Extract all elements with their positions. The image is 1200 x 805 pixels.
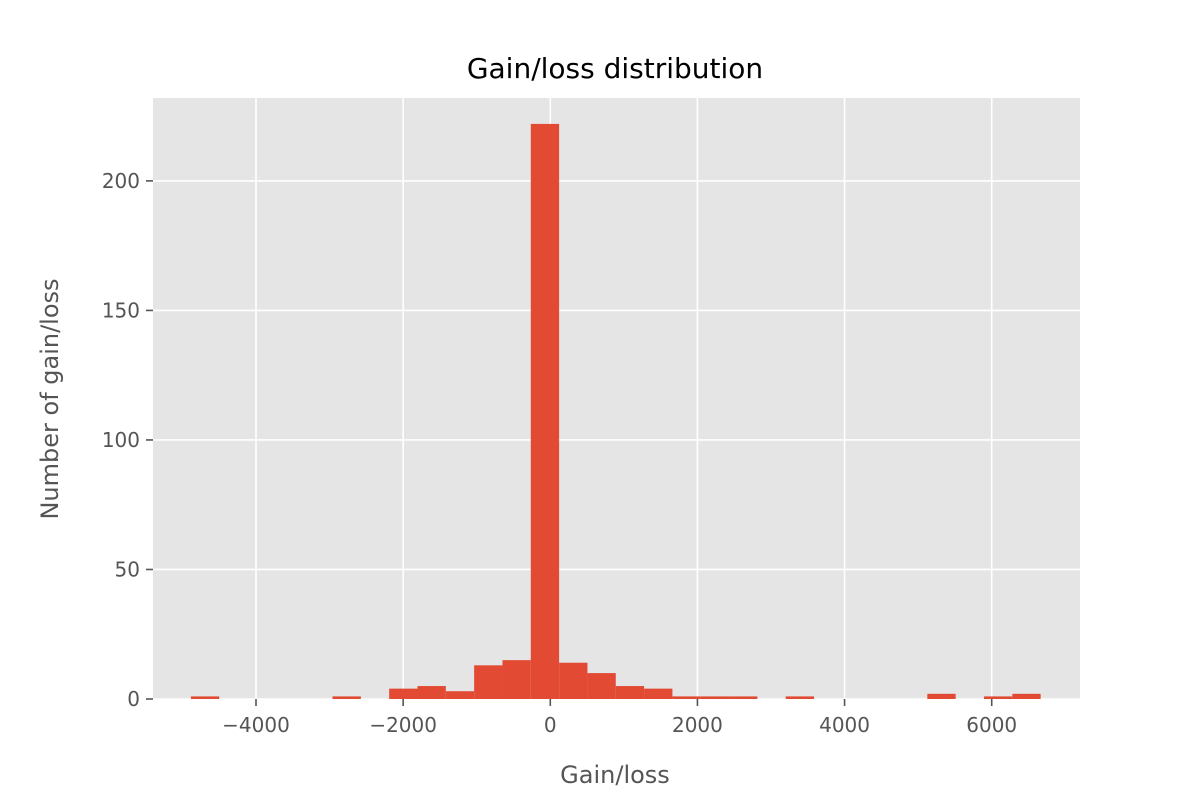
histogram-bar-12 (530, 123, 560, 700)
histogram-bar-17 (672, 696, 701, 699)
y-axis-label: Number of gain/loss (36, 278, 64, 519)
histogram-bar-10 (474, 665, 503, 699)
histogram-bar-11 (502, 660, 531, 699)
histogram-bar-26 (927, 693, 956, 699)
y-tick-label-0: 0 (127, 687, 140, 711)
x-axis-label: Gain/loss (560, 761, 670, 789)
chart-title: Gain/loss distribution (467, 52, 763, 85)
x-tick-label-2: 0 (544, 713, 557, 737)
x-axis: −4000 −2000 0 2000 4000 6000 (222, 699, 1017, 737)
histogram-bar-21 (785, 696, 815, 699)
histogram-bar-28 (983, 696, 1013, 699)
x-tick-label-4: 4000 (819, 713, 870, 737)
histogram-bar-9 (445, 691, 475, 699)
histogram-bar-18 (700, 696, 730, 699)
y-axis: 0 50 100 150 200 (102, 169, 153, 711)
histogram-bar-5 (332, 696, 361, 699)
histogram-bar-0 (190, 696, 220, 699)
x-tick-label-0: −4000 (222, 713, 290, 737)
histogram-bar-29 (1012, 693, 1041, 699)
y-tick-label-4: 200 (102, 169, 140, 193)
histogram-bar-14 (587, 673, 616, 699)
histogram-bars (190, 123, 1041, 700)
y-tick-label-2: 100 (102, 428, 140, 452)
x-tick-label-5: 6000 (966, 713, 1017, 737)
plot-area (153, 98, 1080, 699)
histogram-bar-13 (559, 662, 588, 699)
histogram-bar-7 (389, 688, 418, 699)
y-tick-label-3: 150 (102, 298, 140, 322)
histogram-bar-8 (417, 686, 446, 699)
histogram-bar-19 (729, 696, 758, 699)
x-tick-label-3: 2000 (672, 713, 723, 737)
histogram-bar-16 (644, 688, 673, 699)
y-tick-label-1: 50 (115, 557, 140, 581)
x-tick-label-1: −2000 (369, 713, 437, 737)
histogram-bar-15 (615, 686, 645, 699)
